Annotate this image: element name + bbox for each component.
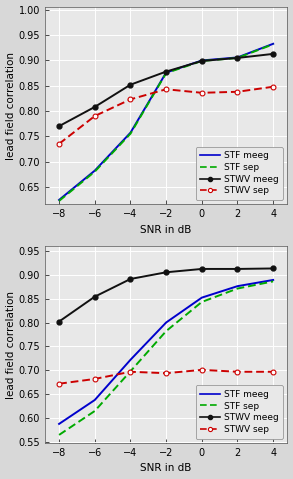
Legend: STF meeg, STF sep, STWV meeg, STWV sep: STF meeg, STF sep, STWV meeg, STWV sep [196,386,283,438]
Y-axis label: lead field correlation: lead field correlation [6,290,16,399]
X-axis label: SNR in dB: SNR in dB [140,225,192,235]
Legend: STF meeg, STF sep, STWV meeg, STWV sep: STF meeg, STF sep, STWV meeg, STWV sep [196,147,283,200]
X-axis label: SNR in dB: SNR in dB [140,464,192,473]
Y-axis label: lead field correlation: lead field correlation [6,52,16,160]
